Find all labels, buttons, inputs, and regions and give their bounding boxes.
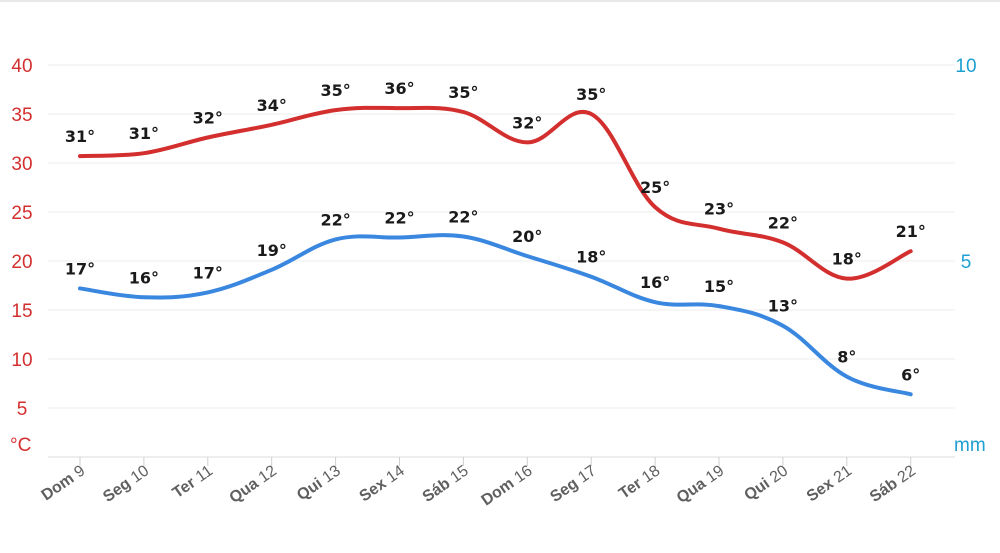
series-min-data-label: 15° <box>704 277 734 296</box>
series-max-data-label: 18° <box>832 250 862 269</box>
series-max-line <box>78 105 913 281</box>
series-min-data-label: 20° <box>512 227 542 246</box>
x-tick-label: Qua 12 <box>227 462 281 507</box>
x-tick-label: Dom 16 <box>478 462 535 509</box>
series-min-data-label: 13° <box>768 297 798 316</box>
x-tick-label: Qua 19 <box>674 462 728 507</box>
y-left-tick-label: 20 <box>11 252 32 273</box>
x-tick-label: Sex 21 <box>804 462 855 505</box>
series-max-data-label: 36° <box>384 79 414 98</box>
series-max-data-label: 31° <box>65 127 95 146</box>
series-min-data-label: 8° <box>837 348 856 367</box>
series-min-data-label: 22° <box>448 208 478 227</box>
series-max-data-label: 34° <box>257 96 287 115</box>
data-label-layer: 31° 31° 32° 34° 35° 36° 35° 32° 35° 25° 23° 22° 18° 2… <box>65 79 926 384</box>
series-max-data-label: 35° <box>320 81 350 100</box>
y-left-unit: °C <box>10 435 31 456</box>
series-min-data-label: 6° <box>901 365 920 384</box>
x-tick-label: Sex 14 <box>356 462 407 505</box>
y-left-tick-label: 25 <box>11 203 32 224</box>
series-min-data-label: 17° <box>193 263 223 282</box>
series-min-data-label: 18° <box>576 248 606 267</box>
y-left-tick-label: 30 <box>11 154 32 175</box>
y-right-tick-label: 10 <box>955 56 976 77</box>
x-tick-label: Sáb 22 <box>867 462 919 506</box>
series-min-data-label: 16° <box>640 273 670 292</box>
series-max-data-label: 21° <box>896 222 926 241</box>
x-tick-label: Sáb 15 <box>420 462 472 506</box>
series-min-data-label: 19° <box>257 241 287 260</box>
y-left-tick-label: 10 <box>11 350 32 371</box>
series-min-data-label: 16° <box>129 268 159 287</box>
x-tick-label: Qui 20 <box>741 462 791 504</box>
series-min-data-label: 17° <box>65 259 95 278</box>
series-max-data-label: 35° <box>576 85 606 104</box>
series-max-data-label: 32° <box>193 109 223 128</box>
x-tick-label: Seg 10 <box>100 462 152 506</box>
y-right-unit: mm <box>954 435 986 456</box>
x-tick-label: Seg 17 <box>547 462 599 506</box>
series-layer <box>78 105 913 397</box>
series-max-data-label: 31° <box>129 124 159 143</box>
y-left-tick-label: 35 <box>11 105 32 126</box>
x-tick-label: Ter 11 <box>170 462 217 502</box>
series-max-data-label: 35° <box>448 83 478 102</box>
x-tick-label: Ter 18 <box>616 462 663 502</box>
x-tick-label: Qui 13 <box>294 462 344 504</box>
x-tick-label: Dom 9 <box>38 462 88 504</box>
series-max-data-label: 25° <box>640 178 670 197</box>
y-right-tick-label: 5 <box>961 252 972 273</box>
y-left-tick-label: 5 <box>17 399 28 420</box>
series-max-data-label: 23° <box>704 200 734 219</box>
series-min-line <box>78 233 913 397</box>
grid-layer <box>48 64 955 409</box>
y-left-tick-label: 15 <box>11 301 32 322</box>
series-min-data-label: 22° <box>320 210 350 229</box>
y-left-tick-label: 40 <box>11 56 32 77</box>
series-max-data-label: 22° <box>768 213 798 232</box>
series-max-data-label: 32° <box>512 113 542 132</box>
series-min-data-label: 22° <box>384 208 414 227</box>
